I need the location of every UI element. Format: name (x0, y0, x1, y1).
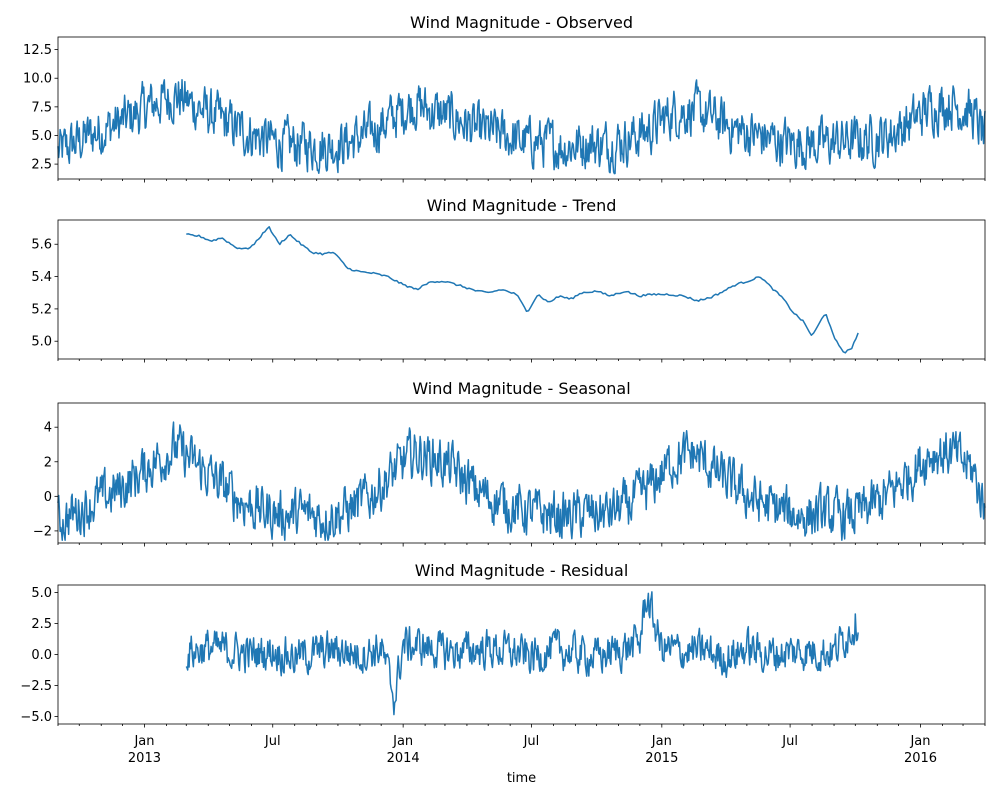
y-tick-label: 7.5 (31, 100, 52, 115)
y-tick-label: 0 (44, 490, 52, 505)
y-tick-label: 5.0 (31, 335, 52, 350)
y-tick-label: 10.0 (23, 72, 52, 87)
y-tick-label: 0.0 (31, 648, 52, 663)
y-tick-label: −5.0 (20, 710, 52, 725)
y-tick-label: −2 (33, 524, 52, 539)
panel-title: Wind Magnitude - Trend (427, 196, 617, 215)
x-tick-month-label: Jan (909, 734, 930, 749)
x-tick-year-label: 2014 (387, 751, 420, 766)
x-axis-label: time (507, 771, 536, 786)
plot-frame (57, 219, 986, 360)
x-tick-year-label: 2016 (904, 751, 937, 766)
x-tick-month-label: Jul (523, 734, 540, 749)
series-line (185, 591, 859, 716)
series-line (57, 79, 986, 175)
x-tick-year-label: 2013 (128, 751, 161, 766)
y-tick-label: 5.0 (31, 129, 52, 144)
plot-frame (57, 36, 986, 180)
y-tick-label: 2.5 (31, 158, 52, 173)
x-tick-month-label: Jul (264, 734, 281, 749)
x-tick-month-label: Jul (781, 734, 798, 749)
panel-title: Wind Magnitude - Observed (410, 13, 633, 32)
y-tick-label: 5.0 (31, 586, 52, 601)
panel-title: Wind Magnitude - Seasonal (412, 379, 630, 398)
y-tick-label: 2 (44, 455, 52, 470)
x-tick-month-label: Jan (651, 734, 672, 749)
y-tick-label: 5.2 (31, 302, 52, 317)
y-tick-label: 2.5 (31, 617, 52, 632)
y-tick-label: 5.6 (31, 238, 52, 253)
y-tick-label: −2.5 (20, 679, 52, 694)
plot-frame (57, 402, 986, 544)
x-tick-year-label: 2015 (645, 751, 678, 766)
y-tick-label: 4 (44, 421, 52, 436)
x-tick-month-label: Jan (133, 734, 154, 749)
x-tick-month-label: Jan (392, 734, 413, 749)
series-line (186, 226, 859, 354)
y-tick-label: 5.4 (31, 270, 52, 285)
panel-title: Wind Magnitude - Residual (415, 561, 629, 580)
series-line (57, 421, 986, 541)
y-tick-label: 12.5 (23, 43, 52, 58)
